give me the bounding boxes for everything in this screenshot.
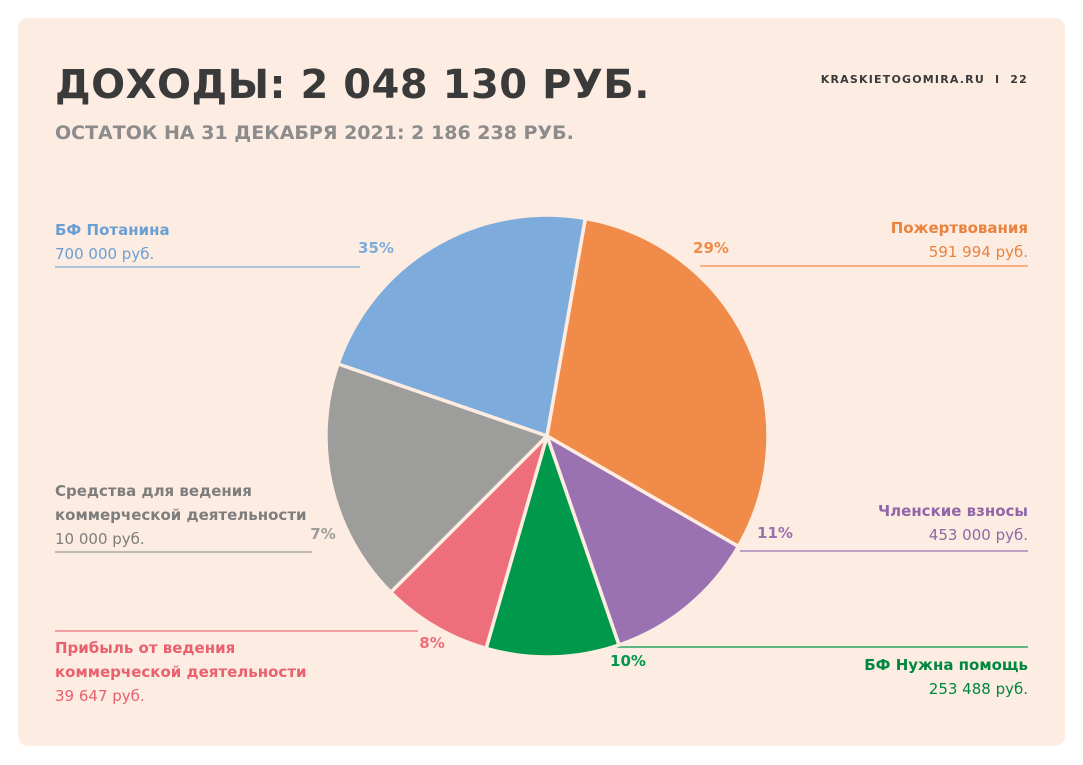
site-link[interactable]: KRASKIETOGOMIRA.RU [820,73,985,86]
page-header-meta: KRASKIETOGOMIRA.RU I 22 [821,73,1028,86]
label-members: Членские взносы 453 000 руб. [878,499,1028,547]
percent-label: 7% [310,525,335,543]
percent-label: 11% [757,524,793,542]
label-potanin-amount: 700 000 руб. [55,245,155,263]
label-donations: Пожертвования 591 994 руб. [891,216,1028,264]
percent-label: 35% [358,239,394,257]
label-help-name: БФ Нужна помощь [864,656,1028,674]
percent-label: 29% [693,239,729,257]
page-subtitle: ОСТАТОК НА 31 ДЕКАБРЯ 2021: 2 186 238 РУ… [55,122,574,144]
label-profit-amount: 39 647 руб. [55,687,145,705]
label-help: БФ Нужна помощь 253 488 руб. [864,653,1028,701]
label-profit: Прибыль от ведения коммерческой деятельн… [55,636,307,708]
label-funds-name-1: Средства для ведения [55,482,252,500]
pie-slice [484,434,621,659]
label-profit-name-2: коммерческой деятельности [55,663,307,681]
pie-slice [545,434,741,647]
pie-slice [545,216,770,549]
percent-labels: 35% 29% 11% 10% 8% 7% [310,239,793,670]
label-donations-name: Пожертвования [890,219,1028,237]
label-funds: Средства для ведения коммерческой деятел… [55,479,307,551]
page-title: ДОХОДЫ: 2 048 130 РУБ. [55,62,650,108]
percent-label: 8% [419,634,444,652]
label-funds-amount: 10 000 руб. [55,530,145,548]
header-separator: I [994,73,1001,86]
pie-slice [388,434,549,651]
label-profit-name-1: Прибыль от ведения [55,639,236,657]
label-help-amount: 253 488 руб. [928,680,1028,698]
page-number: 22 [1010,73,1028,86]
pie-slice [336,213,588,438]
label-members-amount: 453 000 руб. [928,526,1028,544]
label-donations-amount: 591 994 руб. [928,243,1028,261]
pie-slice [324,362,549,595]
label-members-name: Членские взносы [878,502,1028,520]
percent-label: 10% [610,652,646,670]
label-potanin-name: БФ Потанина [55,221,170,239]
pie-slices [324,213,770,659]
label-funds-name-2: коммерческой деятельности [55,506,307,524]
leader-lines [55,265,1028,648]
label-potanin: БФ Потанина 700 000 руб. [55,218,170,266]
